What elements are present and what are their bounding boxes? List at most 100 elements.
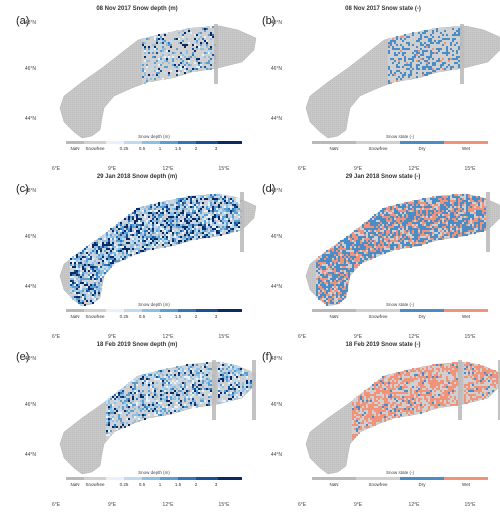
lon-tick-label: 6°E (52, 502, 61, 508)
legend-label: Snowfree (368, 314, 388, 319)
legend-swatch (218, 477, 242, 480)
legend-label: 2 (195, 482, 198, 487)
state-legend: Snow state (-) NaN Snowfree Dry Wet (312, 470, 488, 487)
legend-swatch (218, 309, 242, 312)
lat-tick-label: 46°N (271, 66, 283, 72)
panel-label: (a) (16, 15, 29, 27)
legend-swatch (66, 477, 84, 480)
legend-label: 3 (215, 146, 218, 151)
panel-title: 18 Feb 2019 Snow depth (m) (97, 342, 178, 348)
legend-label: 0.25 (120, 482, 129, 487)
lat-tick-label: 48°N (25, 20, 37, 26)
legend-swatch (400, 141, 444, 144)
legend-swatch (142, 309, 160, 312)
legend-swatch (196, 141, 218, 144)
legend-label: Wet (462, 314, 471, 319)
lon-tick-label: 15°E (465, 334, 477, 340)
map-panel-f: 18 Feb 2019 Snow state (-) (f)48°N 46°N 44°… (262, 342, 500, 508)
lat-tick-label: 44°N (271, 284, 283, 290)
legend-swatch (178, 309, 196, 312)
legend-label: 0.25 (120, 314, 129, 319)
lon-tick-label: 9°E (108, 166, 117, 172)
map-panel-c: 29 Jan 2018 Snow depth (m) (c)48°N 46°N 44°… (16, 174, 257, 340)
legend-title: Snow state (-) (386, 470, 415, 475)
map-panel-e: 18 Feb 2019 Snow depth (m) (e)48°N 46°N 44°… (16, 342, 257, 508)
panel-label: (f) (262, 351, 272, 363)
legend-label: 1.5 (175, 146, 182, 151)
legend-title: Snow state (-) (386, 134, 415, 139)
lat-tick-label: 48°N (271, 188, 283, 194)
state-legend: Snow state (-) NaN Snowfree Dry Wet (312, 134, 488, 151)
legend-swatch (356, 477, 400, 480)
lon-tick-label: 15°E (219, 334, 231, 340)
legend-swatch (196, 309, 218, 312)
legend-swatch (178, 141, 196, 144)
legend-swatch (218, 141, 242, 144)
lat-tick-label: 48°N (271, 20, 283, 26)
depth-legend: Snow depth (m) NaN Snowfree 0.25 0.5 1 1.5 2 3 (66, 302, 242, 319)
lon-tick-label: 12°E (409, 166, 421, 172)
lon-tick-label: 12°E (163, 166, 175, 172)
lon-tick-label: 6°E (298, 166, 307, 172)
legend-label: 1 (159, 146, 162, 151)
lat-tick-label: 46°N (25, 234, 37, 240)
lat-tick-label: 44°N (25, 452, 37, 458)
legend-swatch (444, 477, 488, 480)
legend-swatch (196, 477, 218, 480)
lat-tick-label: 48°N (25, 356, 37, 362)
panel-title: 29 Jan 2018 Snow depth (m) (97, 174, 177, 180)
map-area (305, 192, 500, 307)
snow-field (316, 194, 488, 306)
map-panel-d: 29 Jan 2018 Snow state (-) (d)48°N 46°N 44°… (262, 174, 500, 340)
legend-label: 0.5 (139, 146, 146, 151)
lat-tick-label: 44°N (25, 116, 37, 122)
legend-swatch (84, 309, 106, 312)
map-panel-a: 08 Nov 2017 Snow depth (m) (a)48°N 46°N 44°… (16, 6, 257, 172)
legend-swatch (400, 309, 444, 312)
panel-label: (e) (16, 351, 29, 363)
legend-label: 1 (159, 482, 162, 487)
legend-swatch (106, 309, 124, 312)
lon-tick-label: 6°E (52, 166, 61, 172)
map-area (305, 24, 500, 139)
lon-tick-label: 12°E (163, 334, 175, 340)
map-area (305, 360, 500, 475)
legend-swatch (400, 477, 444, 480)
legend-label: 1.5 (175, 482, 182, 487)
legend-swatch (106, 477, 124, 480)
lon-tick-label: 9°E (354, 334, 363, 340)
lon-tick-label: 15°E (465, 502, 477, 508)
lon-tick-label: 12°E (409, 502, 421, 508)
legend-swatch (106, 141, 124, 144)
legend-swatch (160, 141, 178, 144)
legend-swatch (356, 141, 400, 144)
panel-label: (b) (262, 15, 275, 27)
lon-tick-label: 15°E (219, 166, 231, 172)
panel-title: 08 Nov 2017 Snow state (-) (345, 6, 421, 12)
legend-label: Dry (419, 482, 427, 487)
lat-tick-label: 48°N (271, 356, 283, 362)
legend-label: 2 (195, 314, 198, 319)
legend-label: NaN (329, 482, 338, 487)
panel-label: (c) (16, 183, 29, 195)
snow-field (388, 26, 462, 84)
lon-tick-label: 6°E (298, 334, 307, 340)
legend-swatch (124, 309, 142, 312)
lon-tick-label: 12°E (409, 334, 421, 340)
lon-tick-label: 9°E (354, 502, 363, 508)
lat-tick-label: 44°N (271, 116, 283, 122)
legend-label: NaN (70, 146, 79, 151)
legend-label: Dry (419, 314, 427, 319)
legend-label: Dry (419, 146, 427, 151)
legend-label: 0.25 (120, 146, 129, 151)
legend-swatch (142, 477, 160, 480)
lon-tick-label: 9°E (354, 166, 363, 172)
panel-title: 08 Nov 2017 Snow depth (m) (96, 6, 177, 12)
swath-edge (460, 24, 464, 84)
legend-label: Snowfree (368, 482, 388, 487)
legend-swatch (356, 309, 400, 312)
lon-tick-label: 15°E (465, 166, 477, 172)
lat-tick-label: 46°N (25, 66, 37, 72)
legend-label: NaN (70, 314, 79, 319)
legend-title: Snow depth (m) (138, 302, 170, 307)
